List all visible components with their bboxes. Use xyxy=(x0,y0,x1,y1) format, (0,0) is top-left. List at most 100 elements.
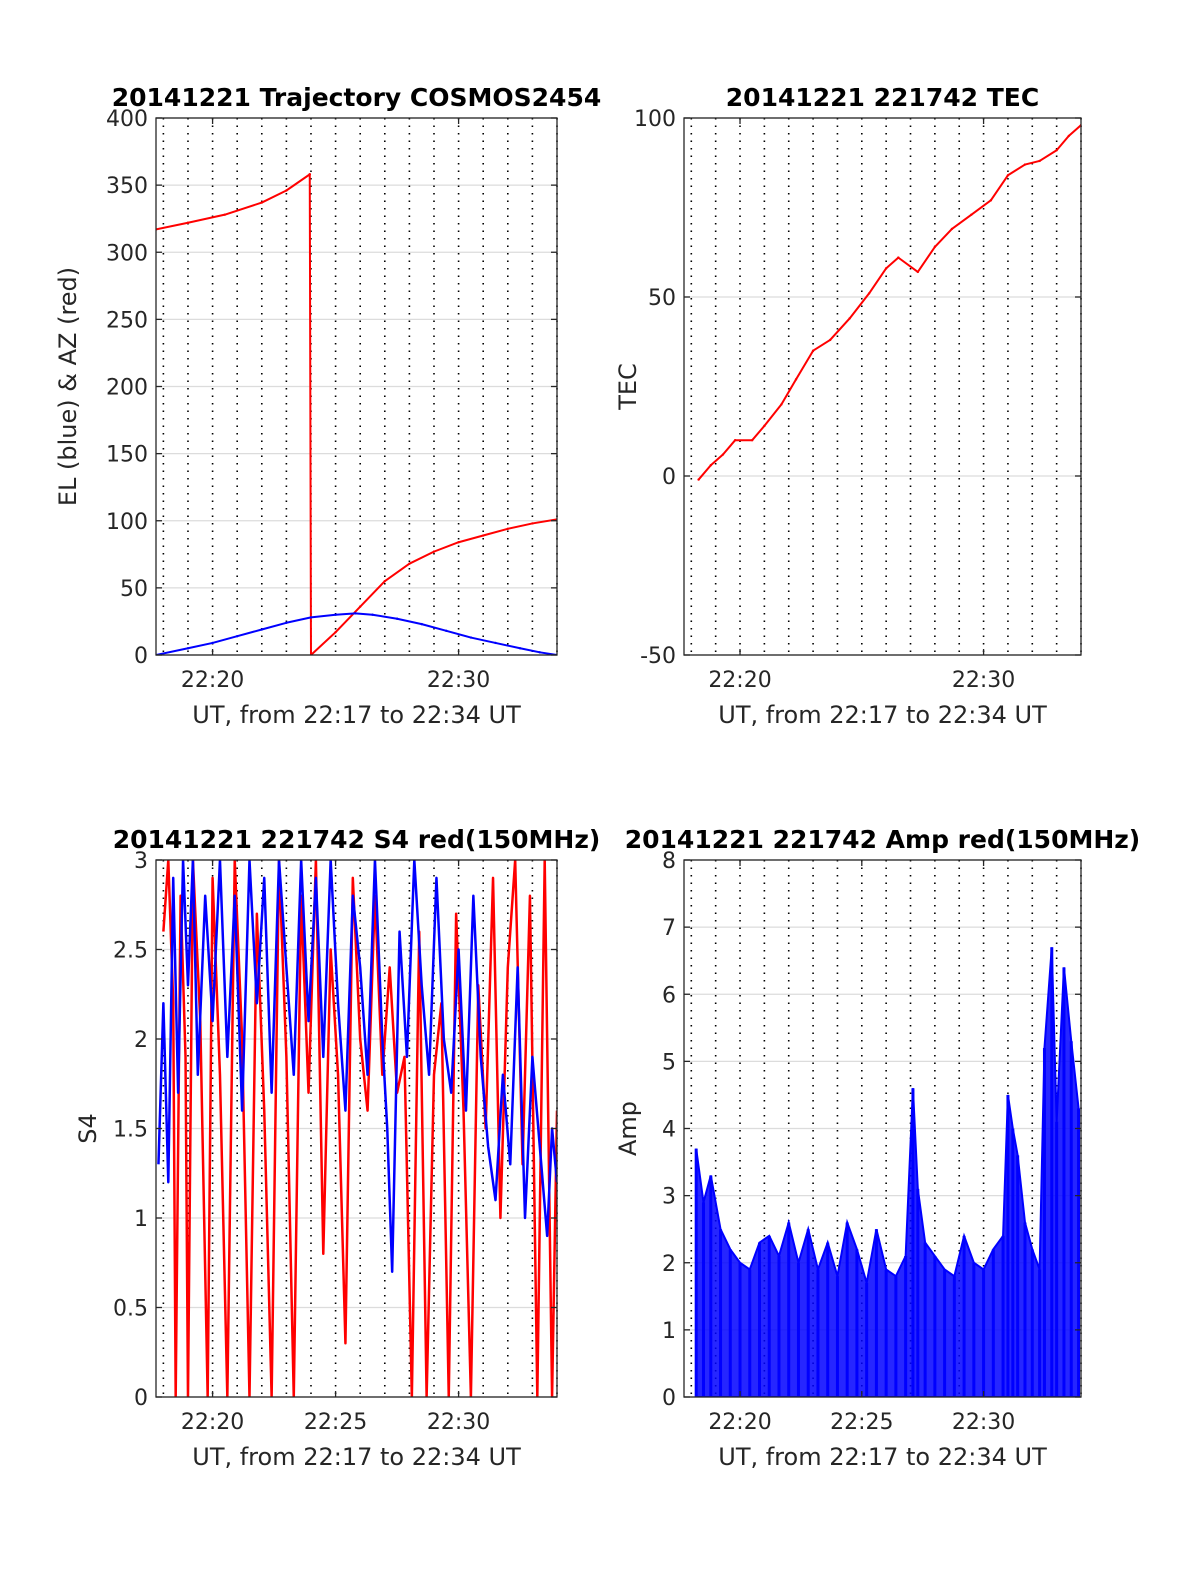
data-point xyxy=(750,439,754,442)
y-tick-label: 0 xyxy=(662,1386,676,1411)
y-tick-label: 3 xyxy=(662,1185,676,1210)
data-point xyxy=(884,267,888,270)
data-point xyxy=(354,612,357,615)
x-tick-label: 22:20 xyxy=(181,668,244,693)
chart-title: 20141221 221742 S4 red(150MHz) xyxy=(113,825,601,854)
series-line-1 xyxy=(157,860,557,1273)
series-group xyxy=(157,860,557,1397)
data-point xyxy=(408,562,411,565)
data-point xyxy=(235,635,239,638)
y-tick-label: 2 xyxy=(662,1252,676,1277)
data-point xyxy=(260,628,263,631)
series-line-0 xyxy=(162,860,557,1397)
data-point xyxy=(383,579,386,583)
data-point xyxy=(916,270,920,274)
chart-title: 20141221 221742 Amp red(150MHz) xyxy=(625,825,1141,854)
series-group xyxy=(697,123,1081,481)
y-tick-label: 2.5 xyxy=(113,939,148,964)
x-tick-label: 22:30 xyxy=(952,668,1015,693)
data-point xyxy=(538,651,541,654)
y-tick-label: 6 xyxy=(662,983,676,1008)
chart-title: 20141221 Trajectory COSMOS2454 xyxy=(112,83,602,112)
data-point xyxy=(469,636,473,639)
series-group xyxy=(156,173,557,655)
y-tick-label: 350 xyxy=(106,174,148,199)
y-tick-label: 0 xyxy=(134,644,148,669)
panel-amp: 0 1 2 3 4 5 6 7 8 22:20 22:25 22:30 20141221 221742 … xyxy=(614,825,1140,1471)
panel-tec: -50 0 50 100 22:20 22:30 20141221 221742 TEC UT… xyxy=(614,83,1082,729)
data-point xyxy=(1067,134,1071,138)
x-tick-label: 22:20 xyxy=(181,1410,244,1435)
y-axis-label: Amp xyxy=(614,1101,642,1156)
data-point xyxy=(420,622,423,626)
data-point xyxy=(358,605,362,608)
x-tick-label: 22:20 xyxy=(708,668,771,693)
y-tick-label: 150 xyxy=(106,443,148,468)
x-axis-label: UT, from 22:17 to 22:34 UT xyxy=(192,1443,521,1471)
y-tick-label: 4 xyxy=(662,1118,676,1143)
data-point xyxy=(481,534,485,537)
panel-trajectory: 0 50 100 150 200 250 300 350 400 22:20 22:30 201412… xyxy=(54,83,601,729)
y-tick-label: 2 xyxy=(134,1028,148,1053)
series-line-1 xyxy=(156,612,557,655)
y-tick-label: 250 xyxy=(106,308,148,333)
data-point xyxy=(223,213,227,216)
data-point xyxy=(709,464,712,467)
x-tick-label: 22:25 xyxy=(304,1410,367,1435)
x-axis-label: UT, from 22:17 to 22:34 UT xyxy=(718,1443,1047,1471)
data-point xyxy=(897,256,900,259)
data-point xyxy=(1006,174,1010,177)
data-point xyxy=(285,621,288,624)
y-tick-label: 1 xyxy=(662,1319,676,1344)
axes-frame xyxy=(683,117,1082,656)
data-point xyxy=(763,424,766,428)
data-point xyxy=(867,292,871,295)
data-point xyxy=(989,199,993,202)
data-point xyxy=(334,613,337,616)
data-point xyxy=(780,403,783,406)
data-point xyxy=(506,527,509,531)
y-axis-label: S4 xyxy=(74,1113,102,1144)
data-point xyxy=(186,221,190,224)
data-point xyxy=(494,641,497,645)
data-point xyxy=(794,378,798,381)
y-tick-label: 8 xyxy=(662,849,676,874)
data-point xyxy=(1055,149,1058,152)
data-point xyxy=(531,522,534,525)
data-point xyxy=(334,630,337,634)
data-point xyxy=(733,439,737,442)
data-point xyxy=(395,617,399,620)
data-point xyxy=(457,541,460,544)
data-point xyxy=(309,616,313,619)
y-tick-label: -50 xyxy=(640,644,676,669)
x-axis-label: UT, from 22:17 to 22:34 UT xyxy=(192,701,521,729)
x-tick-label: 22:25 xyxy=(830,1410,893,1435)
data-point xyxy=(697,478,700,481)
y-tick-label: 5 xyxy=(662,1050,676,1075)
y-tick-label: 300 xyxy=(106,241,148,266)
data-point xyxy=(445,629,448,633)
y-tick-label: 7 xyxy=(662,916,676,941)
data-point xyxy=(933,245,937,249)
data-point xyxy=(211,641,214,645)
y-tick-label: 0 xyxy=(662,465,676,490)
y-tick-label: 200 xyxy=(106,376,148,401)
x-axis-label: UT, from 22:17 to 22:34 UT xyxy=(718,701,1047,729)
y-axis-label: EL (blue) & AZ (red) xyxy=(54,267,82,506)
series-group xyxy=(694,947,1081,1397)
x-tick-label: 22:30 xyxy=(952,1410,1015,1435)
data-point xyxy=(371,613,374,616)
y-tick-label: 3 xyxy=(134,849,148,874)
data-point xyxy=(721,453,725,456)
panel-s4: 0 0.5 1 1.5 2 2.5 3 22:20 22:25 22:30 20141221 221… xyxy=(74,825,600,1471)
y-tick-label: 1.5 xyxy=(113,1118,148,1143)
data-point xyxy=(811,349,815,352)
x-tick-label: 22:30 xyxy=(427,668,490,693)
data-point xyxy=(308,173,311,176)
data-point xyxy=(1023,163,1027,166)
data-point xyxy=(950,227,954,231)
y-tick-label: 1 xyxy=(134,1207,148,1232)
data-point xyxy=(828,338,832,342)
y-tick-label: 100 xyxy=(106,510,148,535)
